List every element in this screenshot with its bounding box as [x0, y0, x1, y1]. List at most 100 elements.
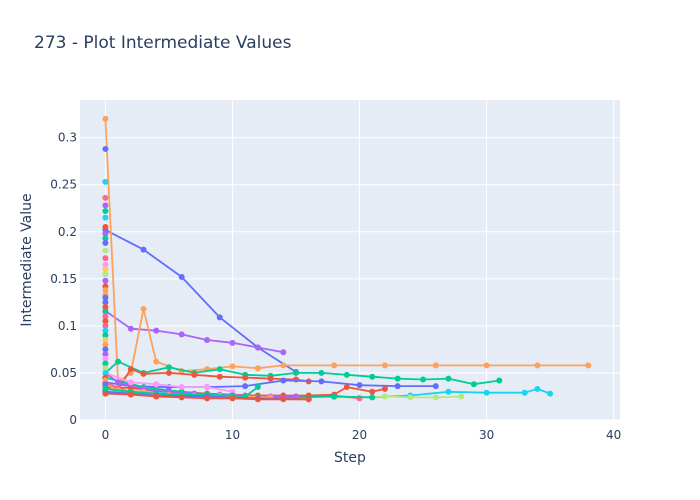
data-point	[153, 327, 160, 334]
data-point	[178, 273, 185, 280]
series-line	[104, 229, 297, 373]
data-point	[293, 393, 299, 400]
y-axis-label: Intermediate Value	[19, 193, 35, 326]
data-point	[140, 246, 147, 253]
x-axis-ticks: 0 10 20 30 40	[102, 428, 622, 442]
data-point	[102, 337, 109, 343]
y-tick-label: 0.05	[50, 366, 77, 380]
data-point	[127, 366, 134, 373]
data-point	[254, 344, 261, 351]
plot-area	[80, 100, 620, 420]
data-point	[242, 383, 249, 390]
data-point	[470, 381, 477, 388]
data-point	[102, 287, 109, 294]
data-point	[204, 337, 211, 343]
data-point	[369, 373, 376, 380]
data-point	[343, 371, 350, 378]
data-point	[534, 362, 541, 369]
series-line	[104, 118, 589, 384]
data-point	[102, 224, 109, 231]
data-point	[102, 178, 109, 185]
data-point	[102, 365, 109, 372]
data-point	[381, 362, 388, 369]
x-tick-label: 0	[102, 428, 110, 442]
data-point	[153, 393, 160, 400]
data-point	[102, 261, 109, 268]
data-point	[102, 327, 109, 334]
data-point	[178, 331, 185, 338]
data-point	[432, 362, 439, 369]
data-point	[102, 208, 109, 215]
data-point	[115, 358, 122, 365]
data-point	[534, 385, 541, 392]
data-point	[318, 369, 325, 376]
data-point	[331, 393, 338, 400]
initial-points-layer	[102, 145, 109, 391]
data-point	[216, 314, 223, 321]
data-point	[432, 394, 439, 401]
data-point	[280, 396, 287, 403]
data-point	[356, 382, 363, 389]
y-tick-label: 0.25	[50, 178, 77, 192]
data-point	[343, 384, 350, 391]
data-point	[229, 363, 236, 370]
data-point	[102, 247, 109, 254]
data-point	[102, 214, 109, 221]
data-point	[102, 115, 109, 122]
y-tick-label: 0.3	[58, 131, 77, 145]
data-point	[102, 322, 109, 329]
data-point	[102, 341, 109, 348]
data-point	[102, 266, 109, 273]
data-point	[394, 383, 401, 390]
data-point	[445, 375, 452, 382]
data-point	[242, 374, 249, 381]
data-point	[102, 355, 109, 362]
data-point	[102, 308, 109, 315]
data-point	[547, 390, 554, 397]
data-point	[407, 394, 414, 401]
data-point	[102, 145, 109, 152]
data-point	[127, 391, 134, 398]
data-point	[293, 369, 299, 376]
data-point	[127, 379, 134, 386]
data-point	[102, 318, 109, 325]
data-point	[102, 369, 109, 376]
y-tick-label: 0.2	[58, 225, 77, 239]
data-point	[102, 346, 109, 353]
x-tick-label: 20	[352, 428, 367, 442]
data-point	[178, 394, 185, 401]
data-point	[102, 332, 109, 339]
data-point	[102, 235, 109, 242]
data-point	[381, 385, 388, 392]
data-point	[305, 396, 312, 403]
data-point	[102, 299, 109, 306]
series-line	[104, 310, 284, 354]
data-point	[280, 377, 287, 384]
data-point	[331, 362, 338, 369]
series-line	[105, 372, 233, 393]
y-tick-label: 0.15	[50, 272, 77, 286]
data-point	[229, 395, 236, 402]
series-layer	[102, 115, 592, 403]
data-point	[254, 384, 261, 391]
x-axis-label: Step	[334, 450, 366, 466]
data-point	[204, 384, 211, 391]
data-point	[165, 369, 172, 376]
y-tick-label: 0.1	[58, 319, 77, 333]
data-point	[394, 375, 401, 382]
data-point	[483, 389, 490, 396]
data-point	[127, 325, 134, 332]
data-point	[280, 362, 287, 369]
chart-title: 273 - Plot Intermediate Values	[34, 33, 292, 53]
data-point	[102, 271, 109, 278]
data-point	[102, 202, 109, 209]
data-point	[254, 396, 261, 403]
data-point	[102, 255, 109, 262]
x-tick-label: 10	[225, 428, 240, 442]
data-point	[432, 383, 439, 390]
data-point	[521, 389, 528, 396]
data-point	[369, 388, 376, 395]
data-point	[165, 364, 172, 371]
data-point	[102, 360, 109, 367]
data-point	[445, 388, 452, 395]
